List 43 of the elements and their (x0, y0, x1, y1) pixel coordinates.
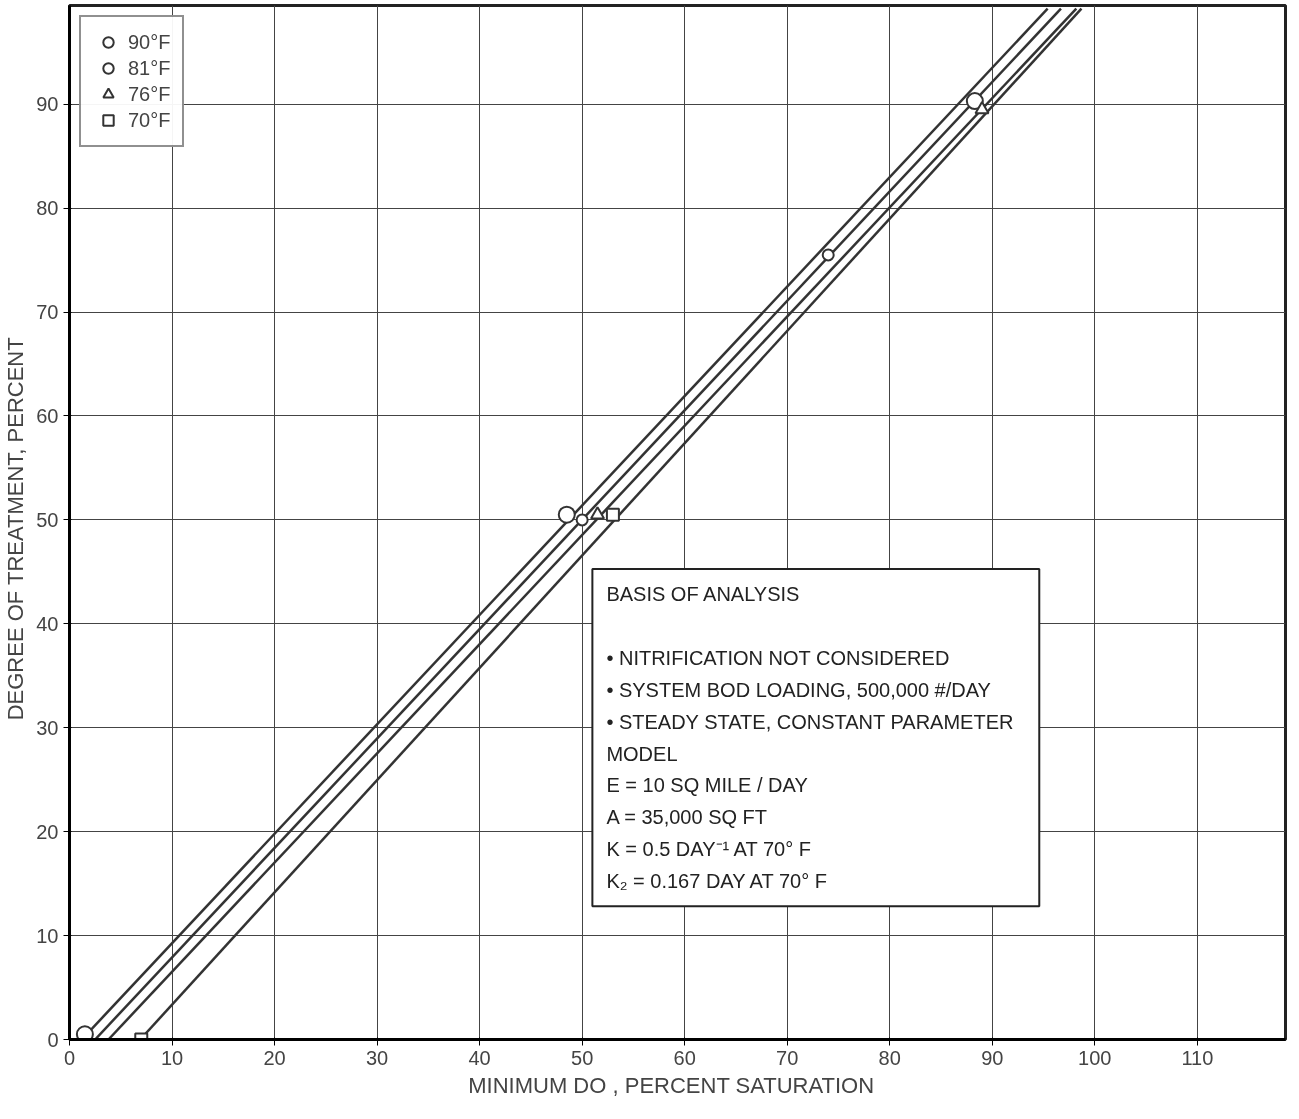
x-tick-label: 30 (365, 1046, 389, 1069)
annotation: MODEL (606, 742, 678, 765)
point (821, 248, 835, 262)
y-tick-label: 60 (36, 404, 59, 427)
annotation: E = 10 SQ MILE / DAY (606, 774, 808, 797)
y-tick-label: 50 (36, 508, 59, 531)
legend-label: 76°F (128, 82, 171, 106)
x-tick-label: 50 (571, 1046, 594, 1069)
legend-label: 70°F (128, 108, 171, 132)
x-tick-label: 40 (468, 1046, 491, 1069)
y-tick-label: 10 (36, 924, 59, 947)
y-tick-label: 40 (36, 612, 59, 635)
y-tick-label: 0 (47, 1028, 59, 1051)
annotation: BASIS OF ANALYSIS (606, 583, 800, 606)
x-tick-label: 0 (63, 1046, 76, 1069)
x-tick-label: 90 (981, 1046, 1004, 1069)
x-tick-label: 70 (776, 1046, 799, 1069)
annotation: K = 0.5 DAY⁻¹ AT 70° F (606, 838, 811, 861)
y-tick-label: 20 (36, 820, 59, 843)
point (605, 507, 620, 522)
point (557, 505, 576, 524)
legend-label: 81°F (128, 56, 171, 80)
annotation: • NITRIFICATION NOT CONSIDERED (606, 646, 950, 669)
x-tick-label: 10 (160, 1046, 184, 1069)
x-axis-title: MINIMUM DO , PERCENT SATURATION (468, 1072, 875, 1098)
point (575, 513, 589, 527)
y-axis-title: DEGREE OF TREATMENT, PERCENT (3, 337, 29, 721)
x-tick-label: 60 (673, 1046, 696, 1069)
y-tick-label: 80 (36, 197, 59, 220)
annotation: • SYSTEM BOD LOADING, 500,000 #/DAY (606, 678, 991, 701)
annotation: K₂ = 0.167 DAY AT 70° F (606, 870, 827, 893)
y-tick-label: 90 (36, 93, 59, 116)
y-tick-label: 30 (36, 716, 59, 739)
annotation: • STEADY STATE, CONSTANT PARAMETER (606, 710, 1014, 733)
y-tick-label: 70 (36, 301, 59, 324)
x-tick-label: 100 (1078, 1046, 1112, 1069)
x-tick-label: 20 (263, 1046, 286, 1069)
x-tick-label: 110 (1181, 1046, 1214, 1069)
annotation: A = 35,000 SQ FT (606, 806, 768, 829)
x-tick-label: 80 (878, 1046, 901, 1069)
legend-label: 90°F (128, 30, 171, 54)
point (75, 1025, 94, 1040)
point (590, 506, 606, 520)
